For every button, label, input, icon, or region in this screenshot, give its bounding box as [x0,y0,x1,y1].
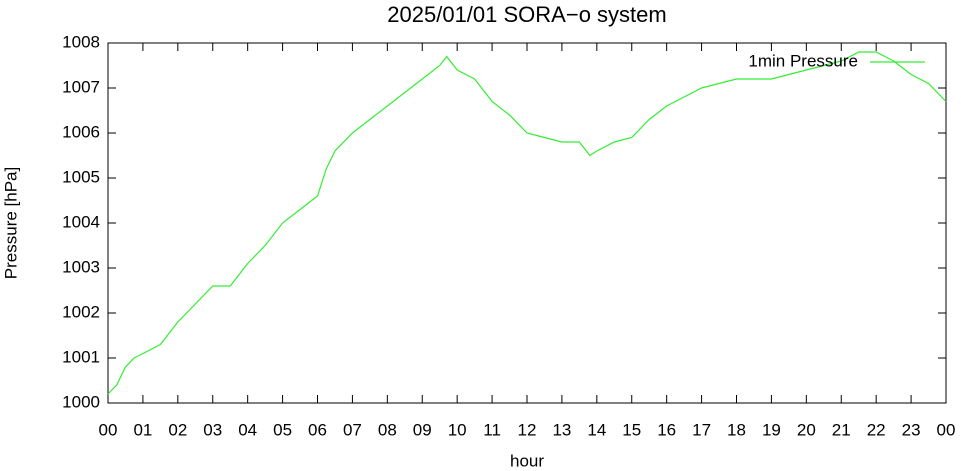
y-tick-label: 1006 [62,122,100,141]
data-line [107,51,947,395]
y-axis-label: Pressure [hPa] [1,167,20,279]
x-tick-label: 23 [902,420,921,439]
x-tick-label: 10 [448,420,467,439]
y-tick-label: 1007 [62,77,100,96]
x-axis-label: hour [510,451,544,470]
x-tick-label: 13 [552,420,571,439]
y-tick-label: 1002 [62,302,100,321]
x-tick-label: 00 [937,420,956,439]
x-tick-label: 20 [797,420,816,439]
y-tick-label: 1003 [62,257,100,276]
x-tick-label: 06 [308,420,327,439]
x-tick-label: 02 [168,420,187,439]
x-tick-label: 17 [692,420,711,439]
x-tick-label: 12 [518,420,537,439]
x-tick-label: 19 [762,420,781,439]
y-tick-label: 1000 [62,392,100,411]
x-tick-label: 01 [133,420,152,439]
x-tick-label: 22 [867,420,886,439]
chart-title: 2025/01/01 SORA−o system [387,2,666,27]
x-tick-label: 09 [413,420,432,439]
x-tick-label: 14 [587,420,606,439]
x-tick-label: 15 [622,420,641,439]
legend-label: 1min Pressure [748,51,858,70]
y-tick-label: 1001 [62,347,100,366]
x-tick-label: 07 [343,420,362,439]
x-tick-label: 08 [378,420,397,439]
x-tick-label: 05 [273,420,292,439]
x-tick-label: 03 [203,420,222,439]
x-tick-label: 11 [483,420,501,439]
x-tick-label: 21 [832,420,851,439]
x-tick-label: 00 [99,420,118,439]
x-tick-label: 18 [727,420,746,439]
y-tick-label: 1004 [62,212,100,231]
x-tick-label: 16 [657,420,676,439]
y-tick-label: 1005 [62,167,100,186]
x-tick-label: 04 [238,420,257,439]
y-tick-label: 1008 [62,32,100,51]
plot-border [107,42,947,404]
